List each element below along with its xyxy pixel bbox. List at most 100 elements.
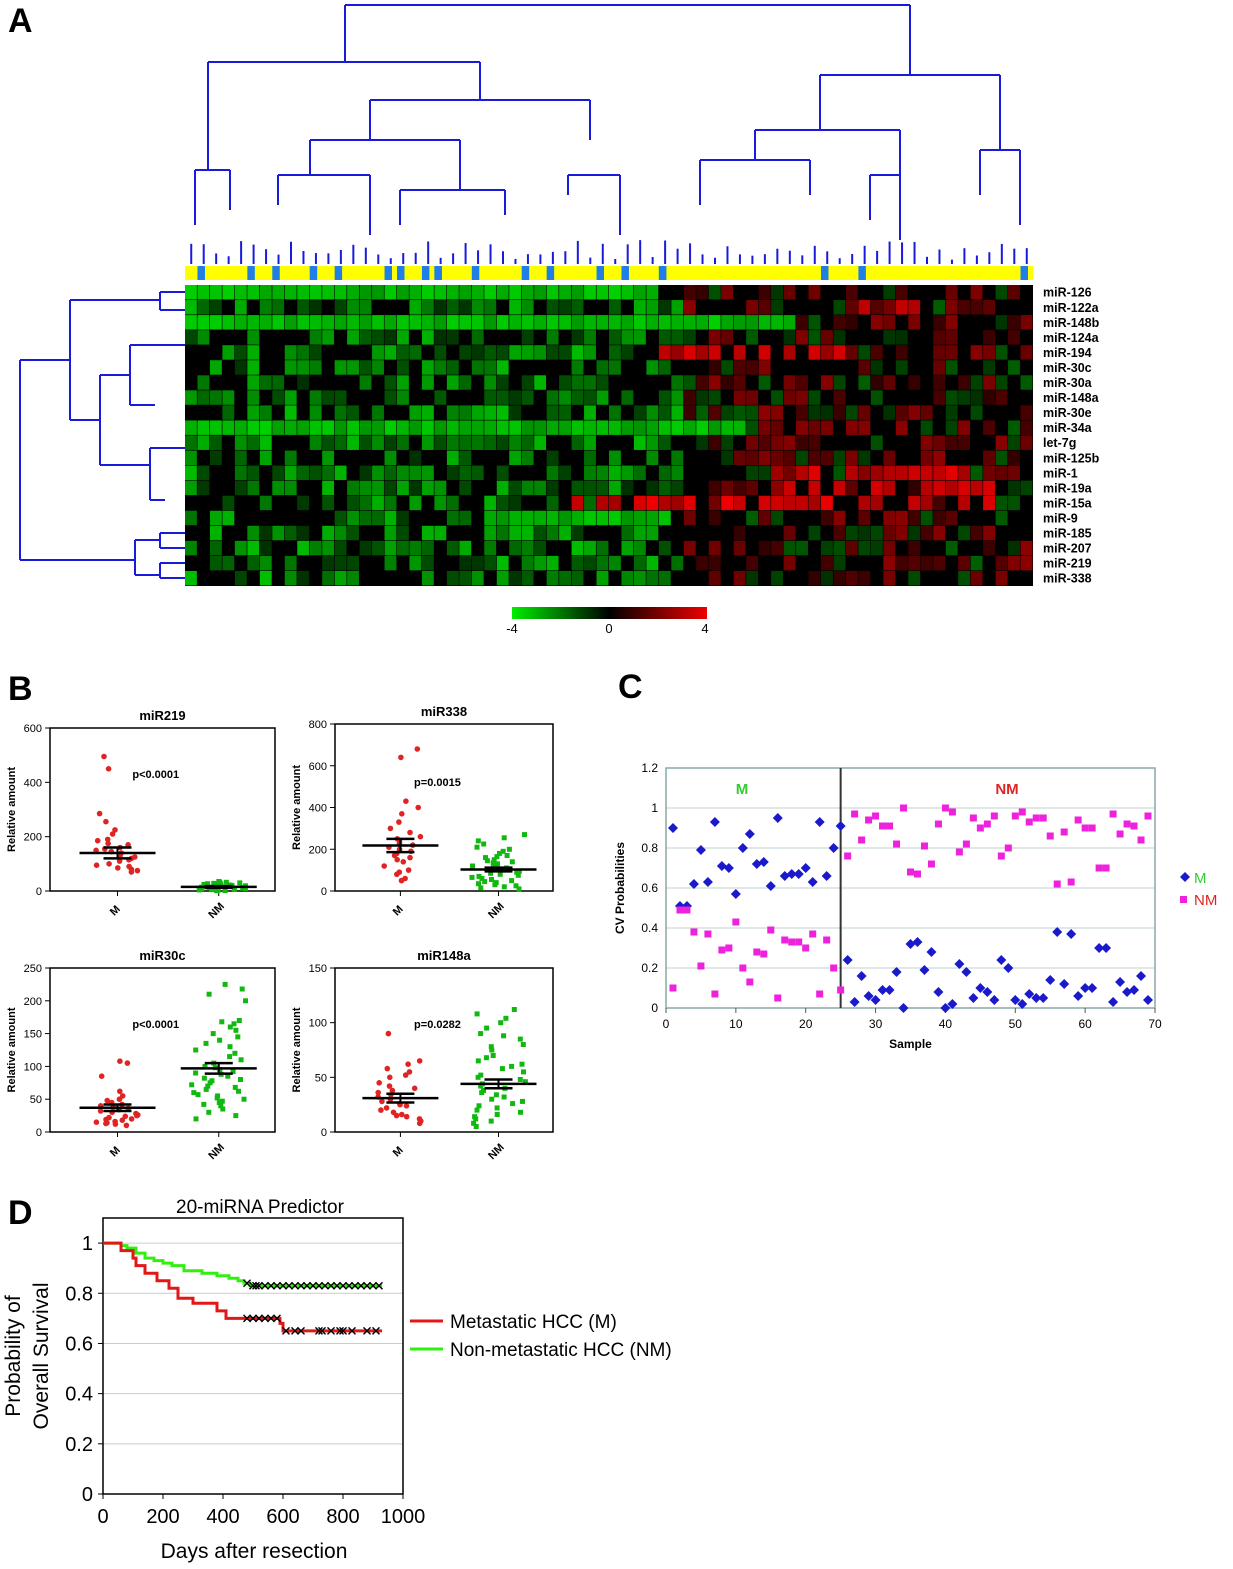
heatmap-cell xyxy=(259,525,272,541)
heatmap-cell xyxy=(571,525,584,541)
heatmap-cell xyxy=(771,465,783,481)
point-NM xyxy=(697,962,705,970)
dot-NM xyxy=(237,880,243,886)
heatmap-cell xyxy=(297,360,310,375)
heatmap-cell xyxy=(222,405,235,420)
point-M xyxy=(1038,993,1049,1003)
heatmap-cell xyxy=(521,450,534,465)
dot-NM xyxy=(509,878,515,884)
heatmap-cell xyxy=(397,420,409,435)
heatmap-cell xyxy=(347,510,359,526)
censor-mark xyxy=(363,1326,371,1335)
heatmap-cell xyxy=(908,405,921,420)
dot-NM xyxy=(490,1053,496,1058)
heatmap-cell xyxy=(858,465,871,481)
dot-NM xyxy=(476,1103,482,1109)
dot-M xyxy=(128,1116,135,1122)
heatmap-cell xyxy=(459,480,472,496)
heatmap-cell xyxy=(446,300,459,315)
dot-NM xyxy=(206,991,212,997)
heatmap-cell xyxy=(546,405,559,420)
heatmap-cell xyxy=(459,450,472,465)
dot-NM xyxy=(231,1021,237,1027)
group-bar-m-sample xyxy=(334,266,343,280)
censor-mark xyxy=(249,1314,257,1323)
y-axis-label-line2: Overall Survival xyxy=(30,1282,53,1429)
heatmap-cell xyxy=(696,405,709,420)
heatmap-cell xyxy=(808,345,821,360)
heatmap-cell xyxy=(247,420,260,435)
group-bar-m-sample xyxy=(596,266,605,280)
point-M xyxy=(863,991,874,1001)
heatmap-cell xyxy=(334,540,347,556)
dot-M xyxy=(98,1073,105,1079)
heatmap-cell xyxy=(509,570,522,586)
plot-frame xyxy=(49,967,276,1133)
legend-label-m: Metastatic HCC (M) xyxy=(450,1312,617,1333)
heatmap-cell xyxy=(509,435,522,450)
heatmap-cell xyxy=(434,360,447,375)
heatmap-cell xyxy=(471,465,484,481)
heatmap-cell xyxy=(933,435,946,450)
point-M xyxy=(989,995,1000,1005)
censor-mark xyxy=(309,1281,317,1290)
heatmap-cell xyxy=(584,540,596,556)
heatmap-cell xyxy=(808,315,821,330)
heatmap-cell xyxy=(272,465,285,481)
heatmap-cell xyxy=(983,480,995,496)
heatmap-cell xyxy=(945,360,958,375)
heatmap-cell xyxy=(259,435,272,450)
heatmap-cell xyxy=(671,420,684,435)
dot-M xyxy=(104,836,111,843)
heatmap-cell xyxy=(334,390,347,405)
heatmap-cell xyxy=(671,450,684,465)
heatmap-cell xyxy=(259,420,272,435)
point-M xyxy=(919,965,930,975)
heatmap-cell xyxy=(284,555,297,571)
heatmap-cell xyxy=(584,450,596,465)
dot-NM xyxy=(501,835,507,841)
point-NM xyxy=(969,814,977,822)
group-bar-m-sample xyxy=(621,266,629,280)
heatmap-cell xyxy=(284,360,297,375)
heatmap-cell xyxy=(446,330,459,345)
censor-mark xyxy=(339,1281,347,1290)
heatmap-cell xyxy=(933,345,946,360)
heatmap-cell xyxy=(584,390,596,405)
group-bar-m-sample xyxy=(397,266,405,280)
dot-M xyxy=(123,1122,130,1129)
heatmap-cell xyxy=(1020,375,1033,390)
point-NM xyxy=(711,990,719,998)
point-NM xyxy=(886,822,894,830)
heatmap-cell xyxy=(808,465,821,481)
censor-mark xyxy=(351,1281,359,1290)
heatmap-cell xyxy=(633,420,646,435)
heatmap-cell xyxy=(247,480,260,496)
heatmap-cell xyxy=(521,510,534,526)
heatmap-cell xyxy=(247,345,260,360)
dot-NM xyxy=(214,888,220,894)
dot-M xyxy=(415,804,422,811)
heatmap-cell xyxy=(459,555,472,571)
heatmap-cell xyxy=(671,480,684,496)
heatmap-cell xyxy=(1008,480,1020,496)
heatmap-cell xyxy=(484,375,497,390)
x-tick-label: 800 xyxy=(326,1506,359,1528)
heatmap-cell xyxy=(858,540,871,556)
heatmap-cell xyxy=(496,435,509,450)
dot-M xyxy=(414,746,421,752)
y-tick-label: 250 xyxy=(24,963,42,975)
heatmap-cell xyxy=(845,405,858,420)
heatmap-cell xyxy=(571,345,584,360)
dot-NM xyxy=(482,879,488,885)
heatmap-cell xyxy=(933,390,946,405)
point-M xyxy=(884,985,895,995)
heatmap-cell xyxy=(185,285,197,300)
point-M xyxy=(688,879,699,889)
heatmap-cell xyxy=(995,570,1008,586)
heatmap-cell xyxy=(833,375,846,390)
heatmap-cell xyxy=(521,420,534,435)
heatmap-cell xyxy=(571,315,584,330)
heatmap-cell xyxy=(970,405,983,420)
censor-mark xyxy=(267,1314,275,1323)
